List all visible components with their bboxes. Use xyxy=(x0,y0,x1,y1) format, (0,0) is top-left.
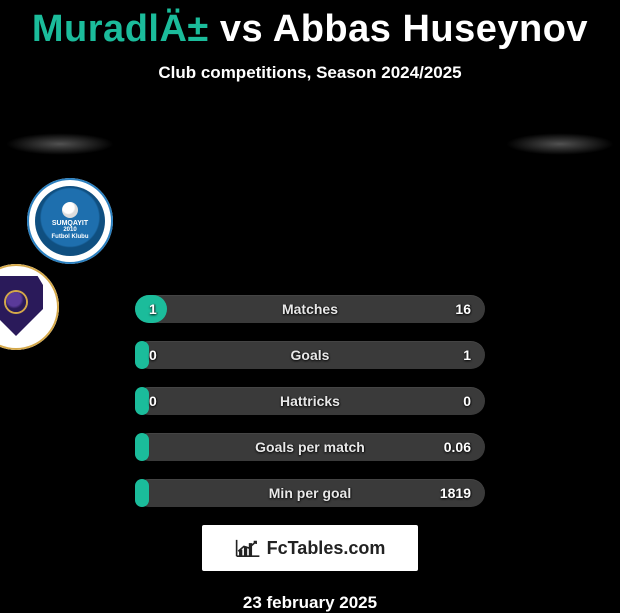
site-name: FcTables.com xyxy=(267,538,386,559)
stat-label: Hattricks xyxy=(280,393,340,409)
vs-text: vs xyxy=(220,8,263,50)
stat-value-right: 1 xyxy=(463,347,471,363)
stat-bar-fill xyxy=(135,387,149,415)
comparison-date: 23 february 2025 xyxy=(0,593,620,613)
stat-bar: 1 Matches 16 xyxy=(135,295,485,323)
stat-bar-fill xyxy=(135,479,149,507)
stat-value-left: 0 xyxy=(149,347,157,363)
stats-bars: 1 Matches 16 0 Goals 1 0 Hattricks 0 Goals per ma… xyxy=(135,295,485,507)
player2-name: Abbas Huseynov xyxy=(273,8,588,50)
badge-shadow-right xyxy=(506,133,614,155)
club-badge-right xyxy=(0,264,59,350)
chart-icon xyxy=(235,538,261,558)
stat-value-right: 1819 xyxy=(440,485,471,501)
subtitle: Club competitions, Season 2024/2025 xyxy=(0,63,620,83)
stat-bar: 0 Hattricks 0 xyxy=(135,387,485,415)
stat-label: Matches xyxy=(282,301,338,317)
stat-bar-fill xyxy=(135,341,149,369)
player1-name: MuradlÄ± xyxy=(32,8,209,50)
comparison-title: MuradlÄ± vs Abbas Huseynov xyxy=(0,0,620,51)
badge-shadow-left xyxy=(6,133,114,155)
stat-value-right: 0 xyxy=(463,393,471,409)
stat-bar: Goals per match 0.06 xyxy=(135,433,485,461)
stat-value-right: 0.06 xyxy=(444,439,471,455)
stat-bar-fill xyxy=(135,433,149,461)
stat-bar: 0 Goals 1 xyxy=(135,341,485,369)
stat-value-left: 0 xyxy=(149,393,157,409)
stat-value-right: 16 xyxy=(455,301,471,317)
comparison-body: SUMQAYIT2010Futbol Klubu 1 Matches 16 0 Goal… xyxy=(0,123,620,613)
stat-value-left: 1 xyxy=(149,301,157,317)
club-badge-left: SUMQAYIT2010Futbol Klubu xyxy=(27,178,113,264)
stat-label: Goals xyxy=(291,347,330,363)
stat-label: Min per goal xyxy=(269,485,351,501)
stat-bar: Min per goal 1819 xyxy=(135,479,485,507)
site-branding: FcTables.com xyxy=(202,525,418,571)
stat-label: Goals per match xyxy=(255,439,365,455)
